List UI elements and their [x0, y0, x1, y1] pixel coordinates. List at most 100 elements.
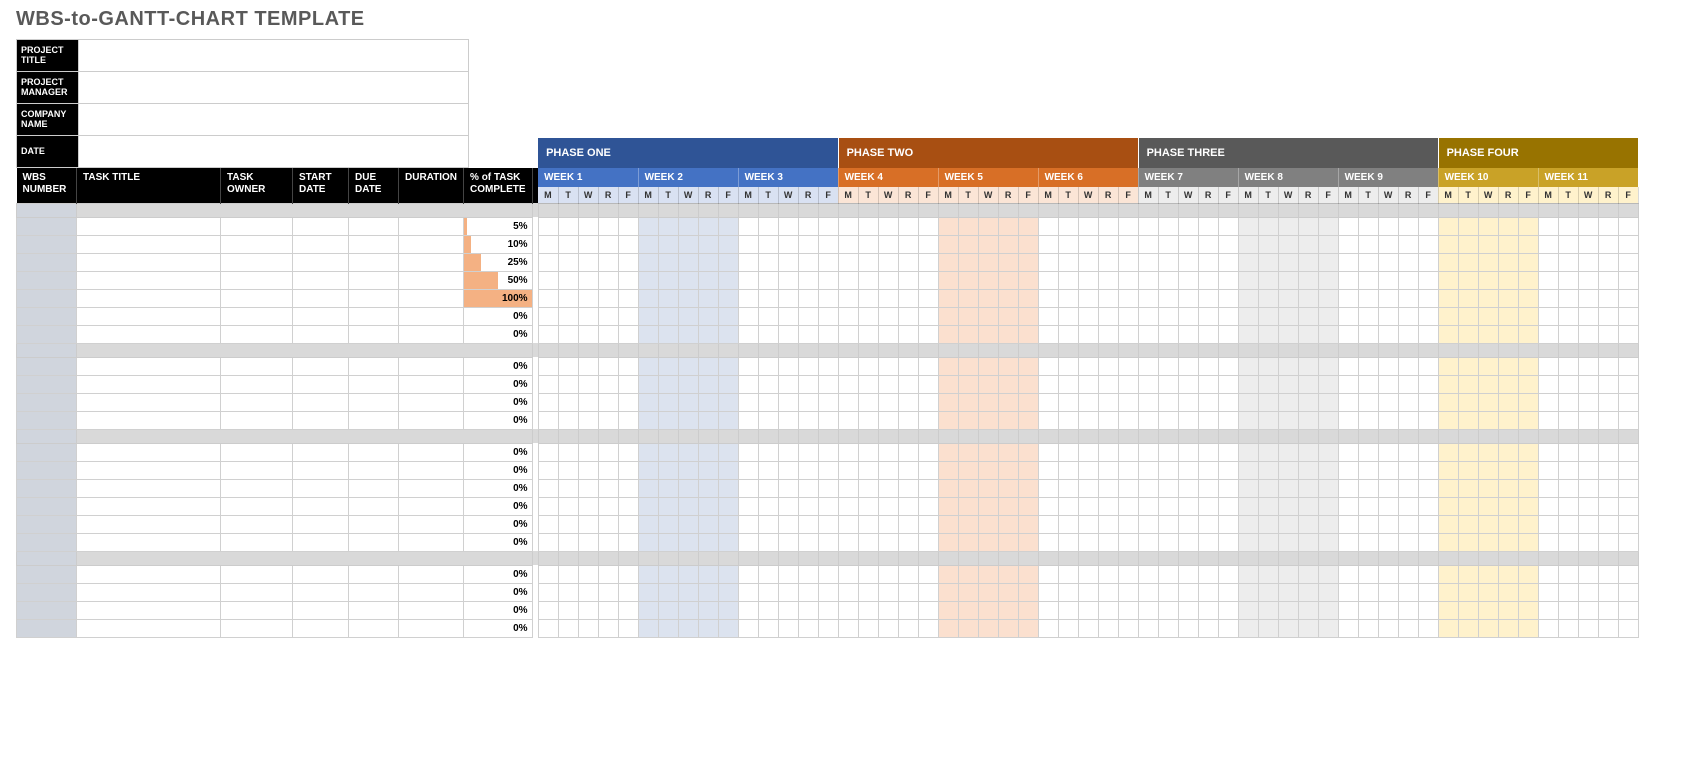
- gantt-cell[interactable]: [1178, 479, 1198, 497]
- gantt-cell[interactable]: [1018, 235, 1038, 253]
- gantt-cell[interactable]: [698, 497, 718, 515]
- wbs-number-cell[interactable]: [17, 289, 77, 307]
- gantt-cell[interactable]: [1298, 601, 1318, 619]
- gantt-cell[interactable]: [1298, 375, 1318, 393]
- gantt-cell[interactable]: [1418, 325, 1438, 343]
- gantt-cell[interactable]: [618, 497, 638, 515]
- gantt-cell[interactable]: [1378, 411, 1398, 429]
- info-value-project_manager[interactable]: [79, 72, 469, 104]
- gantt-cell[interactable]: [678, 271, 698, 289]
- duration-cell[interactable]: [399, 565, 464, 583]
- gantt-cell[interactable]: [558, 289, 578, 307]
- gantt-cell[interactable]: [578, 497, 598, 515]
- gantt-cell[interactable]: [1478, 601, 1498, 619]
- gantt-cell[interactable]: [1438, 411, 1458, 429]
- gantt-cell[interactable]: [678, 393, 698, 411]
- gantt-cell[interactable]: [858, 443, 878, 461]
- start-date-cell[interactable]: [293, 619, 349, 637]
- task-title-cell[interactable]: [77, 515, 221, 533]
- gantt-cell[interactable]: [1538, 393, 1558, 411]
- gantt-cell[interactable]: [1398, 443, 1418, 461]
- gantt-cell[interactable]: [998, 443, 1018, 461]
- gantt-cell[interactable]: [998, 271, 1018, 289]
- gantt-cell[interactable]: [1598, 375, 1618, 393]
- gantt-cell[interactable]: [1298, 271, 1318, 289]
- gantt-cell[interactable]: [1478, 289, 1498, 307]
- duration-cell[interactable]: [399, 533, 464, 551]
- gantt-cell[interactable]: [1258, 357, 1278, 375]
- gantt-cell[interactable]: [838, 443, 858, 461]
- gantt-cell[interactable]: [1138, 619, 1158, 637]
- gantt-cell[interactable]: [638, 235, 658, 253]
- gantt-cell[interactable]: [938, 461, 958, 479]
- gantt-cell[interactable]: [1618, 271, 1638, 289]
- gantt-cell[interactable]: [898, 479, 918, 497]
- task-owner-cell[interactable]: [221, 497, 293, 515]
- gantt-cell[interactable]: [1118, 289, 1138, 307]
- gantt-cell[interactable]: [618, 601, 638, 619]
- pct-complete-cell[interactable]: 25%: [464, 253, 533, 271]
- gantt-cell[interactable]: [918, 271, 938, 289]
- gantt-cell[interactable]: [1238, 217, 1258, 235]
- gantt-cell[interactable]: [878, 357, 898, 375]
- gantt-cell[interactable]: [1258, 601, 1278, 619]
- gantt-cell[interactable]: [1278, 583, 1298, 601]
- gantt-cell[interactable]: [1558, 497, 1578, 515]
- gantt-cell[interactable]: [1458, 443, 1478, 461]
- gantt-cell[interactable]: [1138, 497, 1158, 515]
- gantt-cell[interactable]: [1118, 497, 1138, 515]
- gantt-cell[interactable]: [1018, 271, 1038, 289]
- gantt-cell[interactable]: [818, 357, 838, 375]
- gantt-cell[interactable]: [978, 289, 998, 307]
- gantt-cell[interactable]: [1298, 461, 1318, 479]
- gantt-cell[interactable]: [1118, 583, 1138, 601]
- gantt-cell[interactable]: [858, 307, 878, 325]
- gantt-cell[interactable]: [978, 357, 998, 375]
- gantt-cell[interactable]: [638, 443, 658, 461]
- start-date-cell[interactable]: [293, 461, 349, 479]
- gantt-cell[interactable]: [798, 533, 818, 551]
- gantt-cell[interactable]: [778, 515, 798, 533]
- gantt-cell[interactable]: [658, 217, 678, 235]
- gantt-cell[interactable]: [1358, 461, 1378, 479]
- gantt-cell[interactable]: [1158, 357, 1178, 375]
- gantt-cell[interactable]: [1058, 565, 1078, 583]
- gantt-cell[interactable]: [1278, 393, 1298, 411]
- gantt-cell[interactable]: [1158, 393, 1178, 411]
- gantt-cell[interactable]: [1098, 601, 1118, 619]
- gantt-cell[interactable]: [1498, 533, 1518, 551]
- gantt-cell[interactable]: [638, 307, 658, 325]
- gantt-cell[interactable]: [658, 443, 678, 461]
- duration-cell[interactable]: [399, 289, 464, 307]
- gantt-cell[interactable]: [1518, 375, 1538, 393]
- gantt-cell[interactable]: [558, 515, 578, 533]
- gantt-cell[interactable]: [1378, 479, 1398, 497]
- gantt-cell[interactable]: [1238, 443, 1258, 461]
- gantt-cell[interactable]: [1258, 533, 1278, 551]
- gantt-cell[interactable]: [1538, 479, 1558, 497]
- pct-complete-cell[interactable]: 0%: [464, 497, 533, 515]
- gantt-cell[interactable]: [1178, 357, 1198, 375]
- gantt-cell[interactable]: [698, 601, 718, 619]
- gantt-cell[interactable]: [918, 619, 938, 637]
- gantt-cell[interactable]: [1098, 497, 1118, 515]
- task-owner-cell[interactable]: [221, 583, 293, 601]
- gantt-cell[interactable]: [1298, 393, 1318, 411]
- gantt-cell[interactable]: [1258, 479, 1278, 497]
- gantt-cell[interactable]: [998, 325, 1018, 343]
- gantt-cell[interactable]: [1038, 325, 1058, 343]
- task-row-1-3[interactable]: 0%: [17, 411, 1639, 429]
- gantt-cell[interactable]: [1618, 307, 1638, 325]
- gantt-cell[interactable]: [1598, 289, 1618, 307]
- gantt-cell[interactable]: [738, 479, 758, 497]
- gantt-cell[interactable]: [1378, 289, 1398, 307]
- gantt-cell[interactable]: [1378, 443, 1398, 461]
- gantt-cell[interactable]: [838, 307, 858, 325]
- gantt-cell[interactable]: [978, 515, 998, 533]
- gantt-cell[interactable]: [1218, 393, 1238, 411]
- gantt-cell[interactable]: [818, 375, 838, 393]
- gantt-cell[interactable]: [1398, 307, 1418, 325]
- gantt-cell[interactable]: [678, 619, 698, 637]
- gantt-cell[interactable]: [1018, 289, 1038, 307]
- gantt-cell[interactable]: [638, 289, 658, 307]
